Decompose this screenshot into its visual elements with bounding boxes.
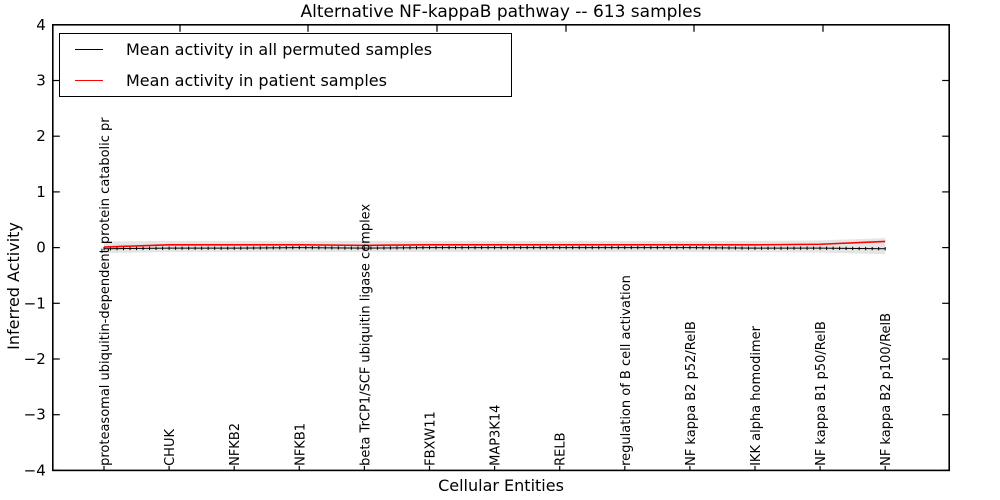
y-tick-label: 2 <box>36 127 46 145</box>
y-tick-label: 1 <box>36 183 46 201</box>
legend-item-permuted: Mean activity in all permuted samples <box>60 34 511 65</box>
chart-title: Alternative NF-kappaB pathway -- 613 sam… <box>300 2 702 22</box>
y-tick-label: −1 <box>24 294 46 312</box>
y-axis-label: Inferred Activity <box>4 222 23 350</box>
x-tick-label: NFKB2 <box>228 423 243 466</box>
x-tick-label: NF kappa B1 p50/RelB <box>814 321 829 466</box>
y-tick-label: −3 <box>24 406 46 424</box>
x-tick-label: IKK alpha homodimer <box>749 325 764 466</box>
axis-ticks <box>52 24 950 471</box>
x-tick-label: MAP3K14 <box>489 405 504 466</box>
legend: Mean activity in all permuted samples Me… <box>59 33 512 97</box>
legend-label: Mean activity in all permuted samples <box>126 40 433 59</box>
x-tick-label: regulation of B cell activation <box>619 275 634 466</box>
permuted-mean-markers <box>103 245 880 251</box>
x-tick-label: CHUK <box>163 429 178 466</box>
x-tick-label: NFKB1 <box>293 423 308 466</box>
x-tick-label: beta TrCP1/SCF ubiquitin ligase complex <box>358 204 373 466</box>
x-tick-label: RELB <box>554 432 569 465</box>
x-tick-label: FBXW11 <box>424 411 439 466</box>
y-tick-label: −2 <box>24 350 46 368</box>
x-tick-label: proteasomal ubiquitin-dependent protein … <box>98 117 113 466</box>
y-tick-label: −4 <box>24 461 46 479</box>
x-tick-label: NF kappa B2 p100/RelB <box>879 313 894 466</box>
legend-item-patient: Mean activity in patient samples <box>60 65 511 96</box>
legend-line-swatch-red <box>75 80 103 81</box>
x-tick-label: NF kappa B2 p52/RelB <box>684 321 699 466</box>
y-tick-label: 4 <box>36 16 46 34</box>
patient-mean-line <box>103 240 886 248</box>
y-tick-label: 0 <box>36 239 46 257</box>
y-tick-label: 3 <box>36 72 46 90</box>
legend-label: Mean activity in patient samples <box>126 71 387 90</box>
x-axis-label: Cellular Entities <box>438 476 564 495</box>
legend-line-swatch-black <box>75 49 103 50</box>
